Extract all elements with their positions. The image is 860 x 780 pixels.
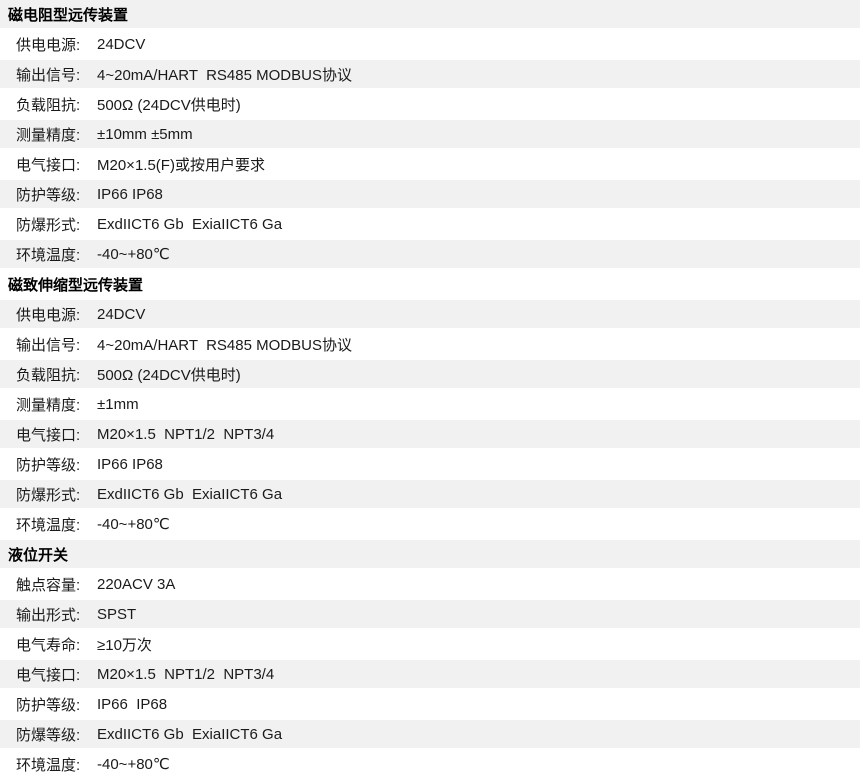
- spec-value: IP66 IP68: [97, 455, 163, 473]
- spec-value: -40~+80℃: [97, 756, 170, 773]
- spec-value: 500Ω (24DCV供电时): [97, 96, 241, 114]
- spec-row-output-form: 输出形式: SPST: [0, 600, 860, 630]
- spec-row-ambient-temperature: 环境温度: -40~+80℃: [0, 750, 860, 780]
- spec-value: 220ACV 3A: [97, 575, 176, 593]
- spec-value: 500Ω (24DCV供电时): [97, 366, 241, 384]
- section-title: 液位开关: [8, 546, 69, 564]
- spec-row-explosion-proof: 防爆形式: ExdIICT6 Gb ExiaIICT6 Ga: [0, 210, 860, 240]
- spec-label: 输出形式:: [16, 606, 81, 624]
- spec-label: 输出信号:: [16, 66, 81, 84]
- section-header-magnetostrictive: 磁致伸缩型远传装置: [0, 270, 860, 300]
- spec-row-explosion-proof: 防爆形式: ExdIICT6 Gb ExiaIICT6 Ga: [0, 480, 860, 510]
- spec-value: M20×1.5 NPT1/2 NPT3/4: [97, 425, 275, 443]
- spec-row-accuracy: 测量精度: ±1mm: [0, 390, 860, 420]
- spec-label: 防护等级:: [16, 186, 81, 204]
- spec-row-power-supply: 供电电源: 24DCV: [0, 30, 860, 60]
- spec-label: 电气接口:: [16, 666, 81, 684]
- section-title: 磁电阻型远传装置: [8, 6, 129, 24]
- spec-value: ExdIICT6 Gb ExiaIICT6 Ga: [97, 485, 283, 503]
- spec-label: 输出信号:: [16, 336, 81, 354]
- spec-row-load-impedance: 负载阻抗: 500Ω (24DCV供电时): [0, 90, 860, 120]
- spec-label: 防爆形式:: [16, 486, 81, 504]
- spec-value: -40~+80℃: [97, 246, 170, 263]
- spec-row-explosion-proof-grade: 防爆等级: ExdIICT6 Gb ExiaIICT6 Ga: [0, 720, 860, 750]
- spec-label: 电气寿命:: [16, 636, 81, 654]
- spec-label: 电气接口:: [16, 156, 81, 174]
- spec-row-electrical-life: 电气寿命: ≥10万次: [0, 630, 860, 660]
- spec-value: ±10mm ±5mm: [97, 125, 193, 143]
- section-header-level-switch: 液位开关: [0, 540, 860, 570]
- spec-value: 24DCV: [97, 35, 146, 53]
- spec-label: 负载阻抗:: [16, 366, 81, 384]
- spec-row-ambient-temperature: 环境温度: -40~+80℃: [0, 240, 860, 270]
- spec-value: ≥10万次: [97, 636, 152, 654]
- section-header-magnetoresistive: 磁电阻型远传装置: [0, 0, 860, 30]
- spec-row-electrical-interface: 电气接口: M20×1.5(F)或按用户要求: [0, 150, 860, 180]
- spec-row-load-impedance: 负载阻抗: 500Ω (24DCV供电时): [0, 360, 860, 390]
- spec-value: IP66 IP68: [97, 185, 163, 203]
- spec-label: 防护等级:: [16, 456, 81, 474]
- spec-label: 供电电源:: [16, 36, 81, 54]
- spec-row-electrical-interface: 电气接口: M20×1.5 NPT1/2 NPT3/4: [0, 420, 860, 450]
- spec-value: M20×1.5 NPT1/2 NPT3/4: [97, 665, 275, 683]
- spec-label: 负载阻抗:: [16, 96, 81, 114]
- spec-label: 环境温度:: [16, 756, 81, 774]
- spec-row-power-supply: 供电电源: 24DCV: [0, 300, 860, 330]
- spec-label: 电气接口:: [16, 426, 81, 444]
- spec-value: 24DCV: [97, 305, 146, 323]
- spec-value: ExdIICT6 Gb ExiaIICT6 Ga: [97, 215, 283, 233]
- spec-value: ±1mm: [97, 395, 139, 413]
- spec-row-output-signal: 输出信号: 4~20mA/HART RS485 MODBUS协议: [0, 330, 860, 360]
- spec-label: 触点容量:: [16, 576, 81, 594]
- spec-value: SPST: [97, 605, 137, 623]
- spec-value: 4~20mA/HART RS485 MODBUS协议: [97, 66, 352, 84]
- spec-label: 环境温度:: [16, 246, 81, 264]
- spec-label: 防护等级:: [16, 696, 81, 714]
- spec-label: 环境温度:: [16, 516, 81, 534]
- spec-label: 测量精度:: [16, 396, 81, 414]
- spec-value: IP66 IP68: [97, 695, 168, 713]
- spec-row-accuracy: 测量精度: ±10mm ±5mm: [0, 120, 860, 150]
- spec-value: -40~+80℃: [97, 516, 170, 533]
- section-title: 磁致伸缩型远传装置: [8, 276, 144, 294]
- spec-label: 供电电源:: [16, 306, 81, 324]
- spec-label: 防爆形式:: [16, 216, 81, 234]
- spec-row-contact-capacity: 触点容量: 220ACV 3A: [0, 570, 860, 600]
- spec-row-protection-grade: 防护等级: IP66 IP68: [0, 450, 860, 480]
- spec-row-output-signal: 输出信号: 4~20mA/HART RS485 MODBUS协议: [0, 60, 860, 90]
- spec-row-electrical-interface: 电气接口: M20×1.5 NPT1/2 NPT3/4: [0, 660, 860, 690]
- spec-row-protection-grade: 防护等级: IP66 IP68: [0, 180, 860, 210]
- spec-label: 防爆等级:: [16, 726, 81, 744]
- spec-row-ambient-temperature: 环境温度: -40~+80℃: [0, 510, 860, 540]
- spec-value: 4~20mA/HART RS485 MODBUS协议: [97, 336, 352, 354]
- spec-row-protection-grade: 防护等级: IP66 IP68: [0, 690, 860, 720]
- spec-label: 测量精度:: [16, 126, 81, 144]
- spec-value: M20×1.5(F)或按用户要求: [97, 156, 265, 174]
- spec-value: ExdIICT6 Gb ExiaIICT6 Ga: [97, 725, 283, 743]
